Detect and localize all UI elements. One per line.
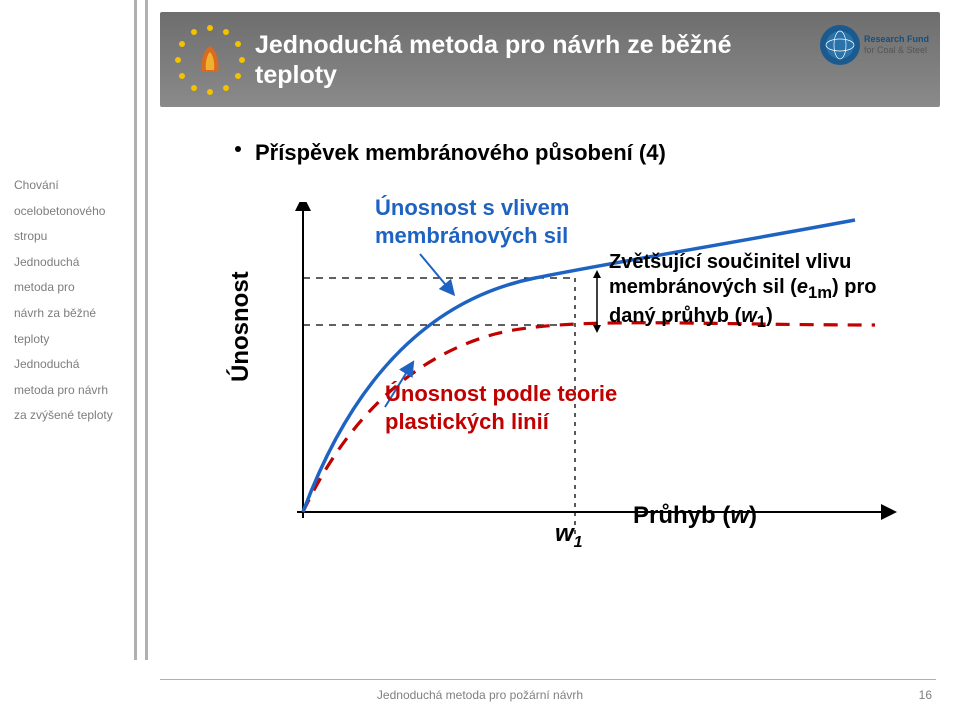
sidebar-item: teploty [14, 329, 129, 351]
subtitle: Příspěvek membránového působení (4) [255, 140, 666, 166]
rfcs-logo: Research Fund for Coal & Steel [820, 20, 930, 70]
curve1-label: Únosnost s vlivemmembránových sil [375, 194, 569, 249]
bullet-icon [235, 146, 241, 152]
page-number: 16 [919, 688, 932, 702]
footer-text: Jednoduchá metoda pro požární návrh [0, 688, 960, 702]
sidebar-item: Jednoduchá [14, 354, 129, 376]
sidebar: Chování ocelobetonového stropu Jednoduch… [14, 175, 129, 431]
sidebar-item: návrh za běžné [14, 303, 129, 325]
sidebar-item: Chování [14, 175, 129, 197]
sidebar-item: metoda pro návrh [14, 380, 129, 402]
x-w1-label: w1 [555, 520, 583, 552]
footer-divider [160, 679, 936, 680]
sidebar-item: stropu [14, 226, 129, 248]
sidebar-item: ocelobetonového [14, 201, 129, 223]
chart: Únosnost Únosnost s vlivemmembránových s… [235, 202, 905, 552]
rfcs-text: Research Fund for Coal & Steel [864, 34, 929, 56]
sidebar-item: za zvýšené teploty [14, 405, 129, 427]
sidebar-item: Jednoduchá [14, 252, 129, 274]
page-title: Jednoduchá metoda pro návrh ze běžné tep… [255, 30, 820, 90]
eu-stars-logo [170, 20, 250, 100]
enhancement-label: Zvětšující součinitel vlivumembránových … [609, 250, 876, 333]
y-axis-label: Únosnost [227, 271, 255, 382]
x-axis-label: Průhyb (w) [633, 502, 757, 530]
sidebar-item: metoda pro [14, 277, 129, 299]
rfcs-globe-icon [820, 25, 860, 65]
curve2-label: Únosnost podle teorieplastických linií [385, 380, 617, 435]
